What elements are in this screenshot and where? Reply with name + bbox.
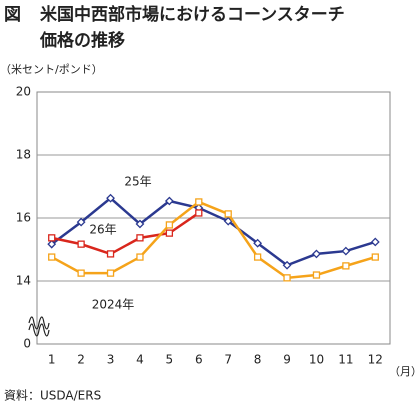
y-tick-label: 18: [16, 148, 31, 162]
series-label: 25年: [124, 175, 151, 189]
marker: [165, 229, 174, 237]
y-tick-label: 14: [16, 274, 31, 288]
x-tick-label: 2: [77, 353, 85, 367]
figure-label: 図: [4, 5, 21, 25]
y-tick-label: 0: [23, 337, 31, 351]
marker: [312, 271, 321, 279]
source: 資料：USDA/ERS: [4, 389, 101, 403]
marker: [48, 253, 56, 261]
marker: [165, 221, 174, 229]
marker: [195, 209, 203, 217]
marker: [253, 238, 263, 248]
marker: [195, 198, 203, 206]
axis-break: [28, 316, 50, 337]
x-axis-unit: （月）: [389, 365, 420, 378]
x-tick-label: 1: [48, 353, 56, 367]
x-tick-label: 10: [309, 353, 324, 367]
marker: [253, 253, 262, 261]
x-tick-label: 9: [283, 353, 291, 367]
marker: [370, 237, 380, 247]
marker: [106, 269, 115, 277]
marker: [47, 239, 57, 249]
y-axis-unit: （米セント/ポンド）: [0, 63, 103, 76]
x-tick-label: 7: [224, 353, 232, 367]
marker: [312, 249, 321, 259]
marker: [136, 253, 144, 261]
x-tick-label: 4: [136, 353, 144, 367]
y-tick-label: 20: [16, 85, 31, 99]
chart-title: 米国中西部市場におけるコーンスターチ: [40, 4, 345, 25]
marker: [76, 217, 86, 227]
marker: [341, 246, 351, 256]
marker: [136, 234, 144, 242]
series-line: [51, 200, 376, 280]
marker: [371, 253, 379, 261]
marker: [106, 250, 115, 258]
x-tick-label: 6: [195, 353, 203, 367]
marker: [48, 234, 56, 242]
marker: [135, 219, 145, 229]
x-tick-label: 11: [338, 353, 353, 367]
x-tick-label: 12: [368, 353, 383, 367]
series-label: 26年: [89, 223, 116, 237]
marker: [283, 274, 291, 282]
marker: [282, 260, 292, 270]
marker: [77, 269, 85, 277]
marker: [223, 216, 233, 226]
x-tick-label: 5: [166, 353, 174, 367]
series-line: [50, 196, 376, 267]
y-tick-label: 16: [16, 211, 31, 225]
series-line: [51, 211, 200, 256]
x-tick-label: 8: [254, 353, 262, 367]
marker: [224, 210, 232, 218]
series-label: 2024年: [92, 298, 135, 312]
marker: [77, 240, 85, 248]
marker: [342, 262, 350, 270]
marker: [164, 196, 174, 206]
chart-title: 価格の推移: [39, 30, 125, 51]
x-tick-label: 3: [107, 353, 115, 367]
marker: [106, 193, 115, 203]
